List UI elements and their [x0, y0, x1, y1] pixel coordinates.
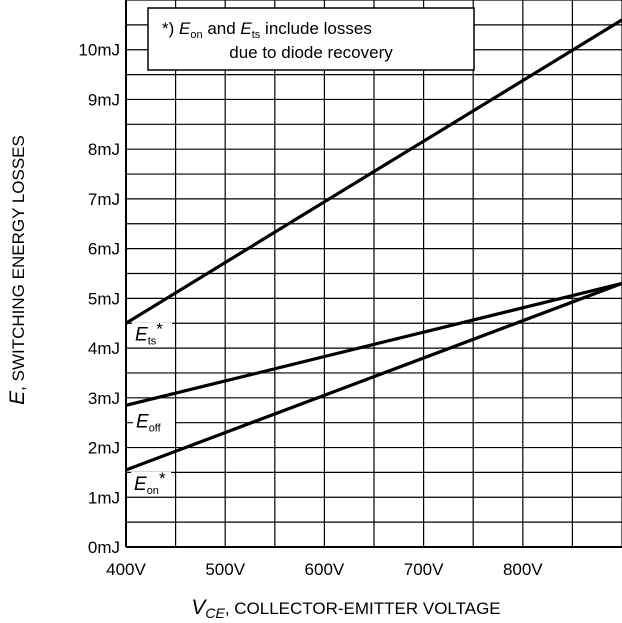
- series-label-suffix-eon: *: [159, 469, 166, 488]
- note-prefix: *): [162, 19, 179, 38]
- note-subscript-1: on: [190, 29, 202, 41]
- y-tick-label-5: 5mJ: [88, 289, 120, 308]
- note-line-1: *) Eon and Ets include losses: [162, 19, 372, 41]
- series-label-subscript-ets: ts: [148, 336, 157, 348]
- series-label-subscript-eon: on: [147, 485, 159, 497]
- y-tick-label-4: 4mJ: [88, 339, 120, 358]
- note-subscript-2: ts: [252, 29, 261, 41]
- series-label-subscript-eoff: off: [149, 423, 162, 435]
- x-axis-label: VCE, COLLECTOR-EMITTER VOLTAGE: [191, 596, 500, 621]
- note-symbol-1: E: [179, 19, 191, 38]
- series-label-bg-eon: [131, 471, 171, 496]
- series-label-bg-eoff: [133, 409, 175, 434]
- x-tick-label-4: 800V: [503, 560, 543, 579]
- x-axis-symbol: V: [191, 596, 207, 619]
- y-axis-label: E, SWITCHING ENERGY LOSSES: [6, 135, 29, 405]
- y-axis-text: , SWITCHING ENERGY LOSSES: [9, 135, 28, 391]
- note-box-group: *) Eon and Ets include losses due to dio…: [147, 7, 475, 71]
- series-label-symbol-eoff: E: [136, 412, 149, 433]
- y-axis-symbol: E: [6, 390, 29, 405]
- series-label-bg-ets: [132, 322, 172, 347]
- y-tick-label-3: 3mJ: [88, 389, 120, 408]
- y-tick-label-7: 7mJ: [88, 190, 120, 209]
- grid: [125, 0, 622, 548]
- series-label-eon: Eon*: [134, 469, 166, 497]
- series-label-symbol-eon: E: [134, 474, 147, 495]
- series-label-suffix-ets: *: [156, 320, 163, 339]
- y-tick-label-6: 6mJ: [88, 240, 120, 259]
- y-tick-label-2: 2mJ: [88, 439, 120, 458]
- x-axis-subscript: CE: [205, 605, 225, 621]
- note-box: [147, 7, 475, 71]
- series-line-ets: [125, 18, 622, 325]
- note-suffix: include losses: [260, 19, 372, 38]
- series-line-eoff: [125, 281, 622, 407]
- y-tick-label-9: 9mJ: [88, 90, 120, 109]
- x-axis-text: , COLLECTOR-EMITTER VOLTAGE: [225, 599, 501, 618]
- tick-labels: 400V 500V 600V 700V 800V 0mJ 1mJ 2mJ 3mJ 4mJ 5mJ 6m…: [78, 41, 543, 579]
- x-tick-label-3: 700V: [404, 560, 444, 579]
- series-line-eon: [125, 281, 622, 472]
- y-tick-label-8: 8mJ: [88, 140, 120, 159]
- series-label-symbol-ets: E: [135, 325, 148, 346]
- note-symbol-2: E: [240, 19, 252, 38]
- y-tick-label-10: 10mJ: [78, 41, 120, 60]
- x-tick-label-1: 500V: [205, 560, 245, 579]
- note-line-2: due to diode recovery: [229, 43, 393, 62]
- series-group: [125, 18, 622, 472]
- y-tick-label-0: 0mJ: [88, 538, 120, 557]
- y-tick-label-1: 1mJ: [88, 488, 120, 507]
- x-tick-label-2: 600V: [305, 560, 345, 579]
- note-mid: and: [203, 19, 241, 38]
- series-label-ets: Ets*: [135, 320, 163, 348]
- series-label-eoff: Eoff: [136, 412, 162, 435]
- x-tick-label-0: 400V: [106, 560, 146, 579]
